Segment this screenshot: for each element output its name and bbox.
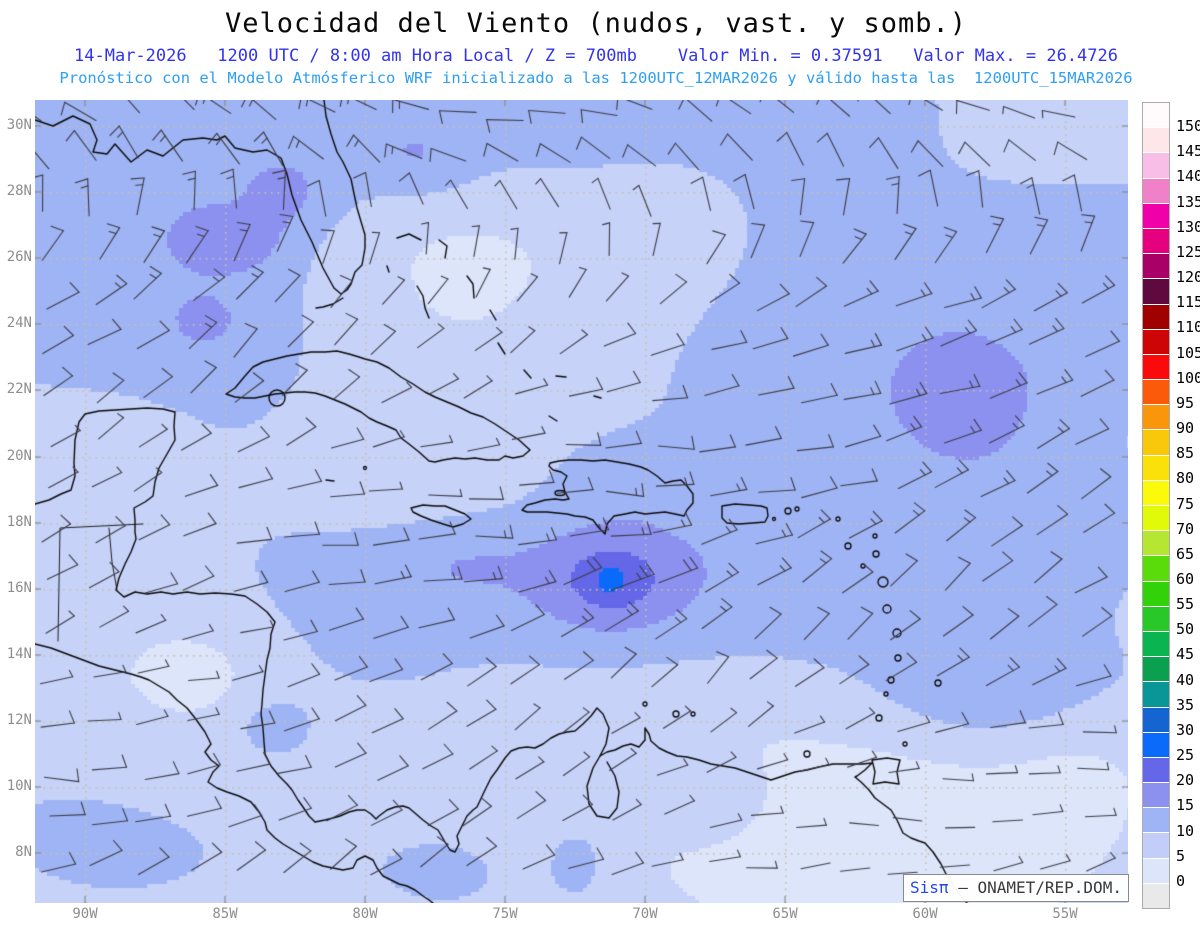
- colorbar-tick-label: 100: [1176, 368, 1200, 387]
- colorbar-tick-label: 55: [1176, 595, 1195, 614]
- colorbar-segment: [1143, 304, 1169, 330]
- colorbar-tick-label: 45: [1176, 645, 1195, 664]
- colorbar-segment: [1143, 833, 1169, 859]
- colorbar-tick-label: 80: [1176, 469, 1195, 488]
- colorbar-tick-label: 75: [1176, 494, 1195, 513]
- colorbar-segment: [1143, 606, 1169, 632]
- lat-label: 18N: [6, 514, 32, 530]
- colorbar-segment: [1143, 581, 1169, 607]
- colorbar-segment: [1143, 556, 1169, 582]
- colorbar-tick-label: 140: [1176, 167, 1200, 186]
- colorbar-segment: [1143, 430, 1169, 456]
- colorbar-tick-label: 85: [1176, 444, 1195, 463]
- colorbar-tick-label: 40: [1176, 670, 1195, 689]
- colorbar-segment: [1143, 380, 1169, 406]
- colorbar-tick-label: 120: [1176, 268, 1200, 287]
- colorbar-tick-label: 0: [1176, 871, 1186, 890]
- colorbar-segment: [1143, 455, 1169, 481]
- colorbar-tick-label: 25: [1176, 746, 1195, 765]
- colorbar-segment: [1143, 783, 1169, 809]
- colorbar-segment: [1143, 531, 1169, 557]
- watermark: Sisπ – ONAMET/REP.DOM.: [903, 874, 1129, 902]
- colorbar-segment: [1143, 128, 1169, 154]
- colorbar-segment: [1143, 153, 1169, 179]
- colorbar-tick-label: 35: [1176, 695, 1195, 714]
- colorbar-segment: [1143, 228, 1169, 255]
- colorbar: [1142, 102, 1170, 909]
- lat-label: 14N: [6, 646, 32, 662]
- lon-label: 60W: [912, 906, 938, 922]
- lon-label: 75W: [492, 906, 518, 922]
- colorbar-tick-label: 90: [1176, 419, 1195, 438]
- lon-label: 80W: [352, 906, 378, 922]
- colorbar-tick-label: 125: [1176, 242, 1200, 261]
- watermark-org: – ONAMET/REP.DOM.: [948, 878, 1122, 897]
- page-title: Velocidad del Viento (nudos, vast. y som…: [225, 8, 967, 39]
- colorbar-tick-label: 5: [1176, 846, 1186, 865]
- watermark-brand: Sisπ: [910, 878, 949, 897]
- header: Velocidad del Viento (nudos, vast. y som…: [0, 0, 1192, 87]
- colorbar-tick-label: 145: [1176, 142, 1200, 161]
- colorbar-tick-label: 30: [1176, 720, 1195, 739]
- lon-label: 85W: [212, 906, 238, 922]
- colorbar-tick-label: 65: [1176, 544, 1195, 563]
- colorbar-tick-label: 105: [1176, 343, 1200, 362]
- colorbar-segment: [1143, 808, 1169, 834]
- colorbar-segment: [1143, 329, 1169, 355]
- lon-label: 70W: [632, 906, 658, 922]
- lon-label: 90W: [72, 906, 98, 922]
- lat-label: 22N: [6, 381, 32, 397]
- colorbar-segment: [1143, 480, 1169, 506]
- colorbar-segment: [1143, 682, 1169, 708]
- colorbar-tick-label: 15: [1176, 796, 1195, 815]
- colorbar-tick-label: 50: [1176, 620, 1195, 639]
- colorbar-tick-label: 60: [1176, 569, 1195, 588]
- lat-label: 16N: [6, 580, 32, 596]
- colorbar-segment: [1143, 657, 1169, 683]
- wind-map-canvas: [35, 100, 1128, 903]
- colorbar-tick-label: 115: [1176, 293, 1200, 312]
- colorbar-segment: [1143, 354, 1169, 381]
- colorbar-tick-label: 130: [1176, 217, 1200, 236]
- colorbar-tick-label: 20: [1176, 771, 1195, 790]
- lat-label: 26N: [6, 249, 32, 265]
- colorbar-segment: [1143, 506, 1169, 532]
- colorbar-tick-label: 135: [1176, 192, 1200, 211]
- colorbar-segment: [1143, 707, 1169, 733]
- lon-label: 55W: [1052, 906, 1078, 922]
- colorbar-tick-label: 150: [1176, 117, 1200, 136]
- lat-label: 24N: [6, 315, 32, 331]
- valid-time-line: 14-Mar-2026 1200 UTC / 8:00 am Hora Loca…: [74, 46, 1118, 66]
- lat-label: 8N: [15, 844, 32, 860]
- lon-label: 65W: [772, 906, 798, 922]
- colorbar-segment: [1143, 203, 1169, 229]
- colorbar-segment: [1143, 254, 1169, 280]
- colorbar-segment: [1143, 631, 1169, 658]
- lat-label: 20N: [6, 448, 32, 464]
- lat-label: 30N: [6, 117, 32, 133]
- colorbar-tick-label: 10: [1176, 821, 1195, 840]
- colorbar-segment: [1143, 883, 1169, 908]
- colorbar-tick-label: 70: [1176, 519, 1195, 538]
- colorbar-segment: [1143, 178, 1169, 204]
- lat-label: 10N: [6, 778, 32, 794]
- colorbar-segment: [1143, 279, 1169, 305]
- forecast-model-line: Pronóstico con el Modelo Atmósferico WRF…: [59, 69, 1133, 87]
- colorbar-segment: [1143, 732, 1169, 758]
- lat-label: 28N: [6, 183, 32, 199]
- colorbar-segment: [1143, 757, 1169, 784]
- colorbar-tick-label: 110: [1176, 318, 1200, 337]
- colorbar-segment: [1143, 858, 1169, 884]
- lat-label: 12N: [6, 712, 32, 728]
- colorbar-segment: [1143, 405, 1169, 431]
- colorbar-tick-label: 95: [1176, 393, 1195, 412]
- colorbar-segment: [1143, 103, 1169, 129]
